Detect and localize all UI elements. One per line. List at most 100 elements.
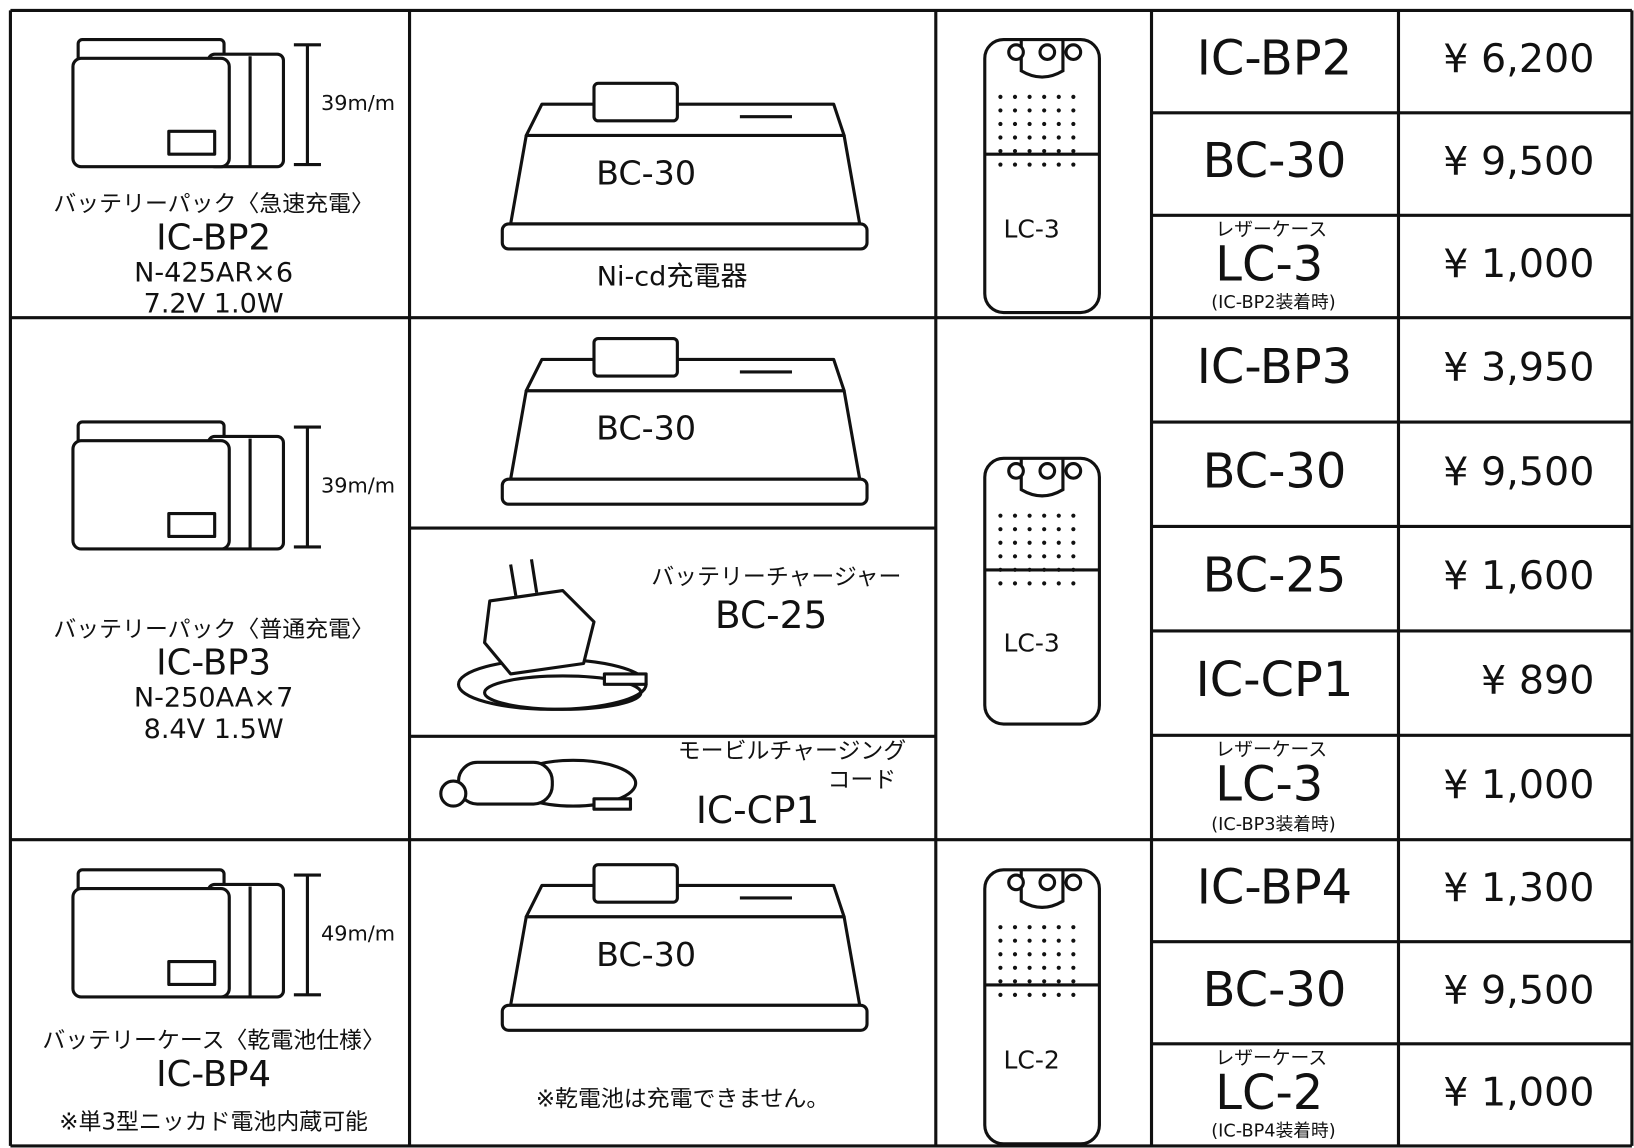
case-dot [1071, 965, 1076, 970]
case-dot [1012, 952, 1018, 957]
case-dot [1071, 94, 1076, 99]
case-dot [998, 965, 1003, 970]
case-dot [1042, 121, 1047, 127]
battery-spec: N-425AR×6 [134, 257, 293, 288]
case-dot [1012, 540, 1018, 545]
case-dot [998, 527, 1003, 532]
charger-base [500, 1003, 869, 1032]
item-sub: (IC-BP2装着時) [1211, 292, 1335, 313]
case-knob [1007, 873, 1025, 892]
item-price: ¥ 1,000 [1443, 762, 1594, 808]
battery-caption: バッテリーケース〈乾電池仕様〉 [42, 1028, 385, 1054]
item-price: ¥ 1,000 [1443, 241, 1594, 287]
adapter-body [483, 589, 596, 676]
case-dot [1042, 952, 1047, 957]
case-dot [1071, 108, 1076, 113]
item-name: LC-2 [1215, 1066, 1323, 1121]
item-price: ¥ 890 [1481, 658, 1594, 704]
case-dot [1056, 925, 1061, 930]
item-name: LC-3 [1215, 237, 1323, 292]
case-knob [1064, 462, 1083, 480]
case-dot [1071, 938, 1076, 943]
charger-slot [592, 337, 679, 378]
item-name: IC-BP2 [1197, 32, 1352, 87]
case-dot [1012, 554, 1018, 559]
case-dot [1027, 554, 1032, 559]
case-dot [998, 148, 1003, 154]
case-dot [1042, 938, 1047, 943]
case-dot [1012, 581, 1018, 586]
item-price: ¥ 6,200 [1443, 36, 1594, 82]
item-name: BC-25 [1203, 549, 1347, 604]
case-dot [1071, 148, 1076, 154]
case-dot [1071, 513, 1076, 518]
case-dot [1042, 540, 1047, 545]
item-note: レザーケース [1216, 739, 1328, 760]
case-dot [1056, 540, 1061, 545]
case-dot [1027, 527, 1032, 532]
case-dot [1012, 938, 1018, 943]
charger-slot [592, 81, 679, 123]
case-dot [998, 979, 1003, 984]
case-knob [1038, 462, 1057, 480]
case-dot [1027, 148, 1032, 154]
case-dot [998, 162, 1003, 167]
connector [602, 672, 648, 686]
case-dot [1012, 135, 1018, 140]
case-body [983, 38, 1101, 315]
plug-tip [439, 779, 468, 808]
case-dot [1012, 148, 1018, 154]
case-dot [1027, 581, 1032, 586]
case-dot [1056, 938, 1061, 943]
case-dot [1012, 965, 1018, 970]
case-dot [1012, 979, 1018, 984]
case-dot [1042, 162, 1047, 167]
case-knob [1064, 43, 1083, 61]
charger-base [500, 477, 869, 506]
case-dot [998, 554, 1003, 559]
case-dot [1027, 108, 1032, 113]
case-dot [1071, 992, 1076, 997]
case-dot [1012, 121, 1018, 127]
case-dot [1012, 108, 1018, 113]
case-dot [998, 94, 1003, 99]
case-dot [1027, 925, 1032, 930]
item-price: ¥ 3,950 [1443, 344, 1594, 390]
case-dot [1071, 527, 1076, 532]
item-name: BC-30 [1203, 444, 1347, 499]
case-dot [1071, 952, 1076, 957]
case-dot [1056, 94, 1061, 99]
case-dot [1027, 135, 1032, 140]
charger-note: ※乾電池は充電できません。 [536, 1087, 829, 1113]
case-dot [1027, 938, 1032, 943]
battery-model: IC-BP2 [156, 218, 271, 259]
case-dot [1042, 965, 1047, 970]
height-label: 49m/m [321, 921, 395, 945]
case-dot [1071, 540, 1076, 545]
case-dot [1042, 992, 1047, 997]
case-dot [1056, 162, 1061, 167]
case-dot [1056, 979, 1061, 984]
prong [509, 564, 518, 597]
case-dot [1071, 581, 1076, 586]
charger-label: BC-30 [596, 409, 696, 448]
case-dot [1056, 554, 1061, 559]
case-dot [1056, 108, 1061, 113]
case-dot [998, 992, 1003, 997]
case-dot [1012, 513, 1018, 518]
charger-caption: コード [827, 768, 896, 794]
case-dot [1071, 979, 1076, 984]
item-note: レザーケース [1216, 219, 1328, 240]
case-body [983, 456, 1101, 726]
item-name: IC-BP4 [1197, 861, 1352, 916]
charger-caption: バッテリーチャージャー [651, 565, 901, 591]
item-sub: (IC-BP4装着時) [1211, 1120, 1335, 1141]
case-dot [1012, 94, 1018, 99]
case-dot [1042, 527, 1047, 532]
case-dot [1056, 121, 1061, 127]
battery-caption: バッテリーパック〈普通充電〉 [53, 617, 374, 643]
item-price: ¥ 1,300 [1443, 865, 1594, 911]
connector [592, 797, 633, 811]
case-dot [1042, 979, 1047, 984]
case-dot [1027, 965, 1032, 970]
